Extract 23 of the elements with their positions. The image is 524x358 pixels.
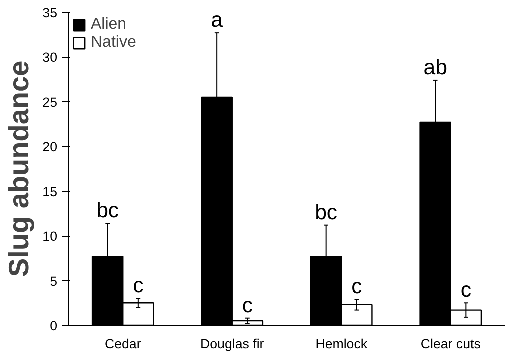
y-axis-title: Slug abundance bbox=[4, 60, 35, 278]
x-tick-label: Douglas fir bbox=[200, 336, 265, 352]
y-tick-label: 10 bbox=[42, 229, 58, 244]
annotation: bc bbox=[96, 198, 120, 223]
legend-label: Native bbox=[91, 34, 136, 52]
annotation: c bbox=[460, 278, 472, 302]
y-tick-label: 30 bbox=[42, 50, 58, 66]
annotation: bc bbox=[315, 200, 338, 224]
annotation: a bbox=[211, 8, 224, 32]
y-tick-label: 20 bbox=[42, 140, 58, 155]
y-tick-label: 25 bbox=[42, 94, 58, 110]
annotation: c bbox=[133, 274, 144, 298]
x-tick-label: Clear cuts bbox=[420, 336, 482, 352]
annotation: c bbox=[352, 274, 363, 299]
y-tick-label: 5 bbox=[50, 274, 58, 289]
annotation: ab bbox=[424, 55, 448, 80]
y-tick-label: 15 bbox=[42, 184, 58, 200]
x-tick-label: Hemlock bbox=[316, 336, 368, 352]
x-tick-label: Cedar bbox=[104, 336, 142, 352]
y-tick-label: 0 bbox=[50, 318, 58, 334]
annotation: c bbox=[242, 293, 254, 318]
legend-label: Alien bbox=[91, 16, 127, 34]
y-tick-label: 35 bbox=[42, 6, 58, 20]
